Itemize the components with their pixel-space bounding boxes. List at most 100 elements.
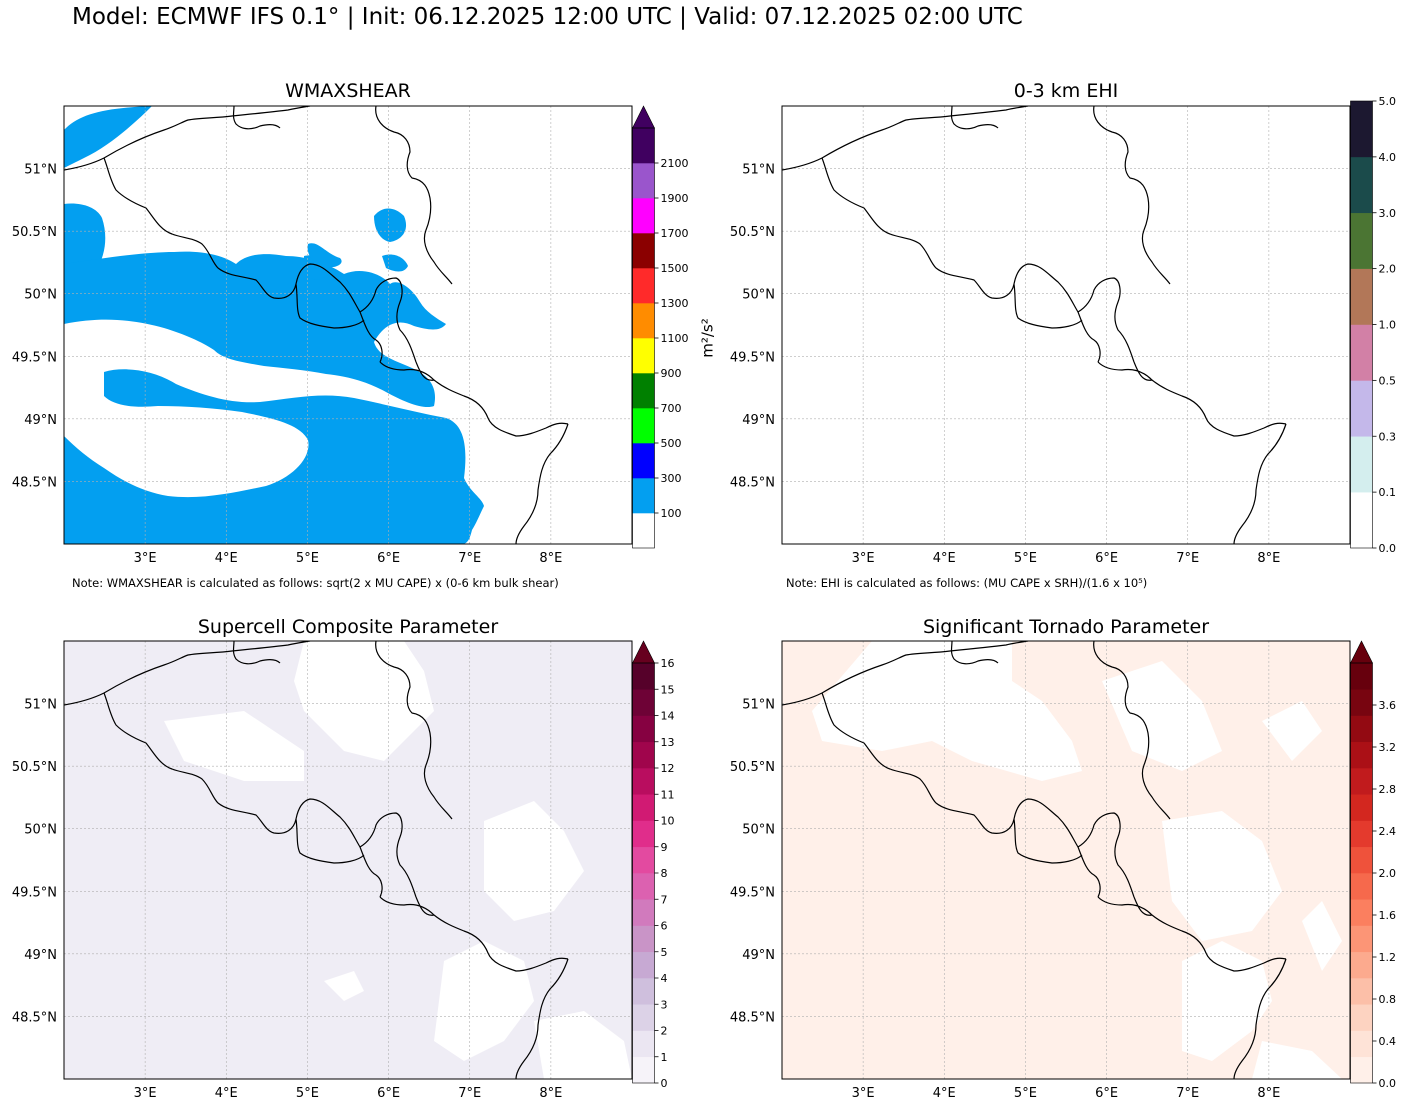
colorbar-segment — [632, 338, 655, 374]
colorbar-segment — [1350, 101, 1373, 158]
colorbar-segment — [1350, 925, 1373, 953]
colorbar-segment — [1350, 156, 1373, 214]
border-france-germany — [515, 958, 569, 1079]
lon-tick-label: 8°E — [1257, 551, 1280, 566]
figure-title: Model: ECMWF IFS 0.1° | Init: 06.12.2025… — [72, 4, 1023, 30]
lon-tick-label: 4°E — [215, 551, 238, 566]
colorbar-tick-label: 2.0 — [1379, 867, 1397, 880]
colorbar-tick-label: 4.0 — [1379, 151, 1397, 164]
colorbar-segment — [1350, 1056, 1373, 1084]
colorbar-segment — [1350, 715, 1373, 743]
colorbar: 0.0 0.1 0.3 0.5 1.0 2.0 3.0 4.0 5.0 — [1350, 95, 1397, 555]
colorbar-tick-label: 900 — [661, 367, 682, 380]
colorbar-segment — [1350, 1004, 1373, 1031]
colorbar-segment — [632, 128, 655, 164]
colorbar-segment — [632, 268, 655, 304]
lon-tick-label: 4°E — [215, 1086, 238, 1101]
lon-tick-label: 4°E — [933, 1086, 956, 1101]
map-overlay — [782, 641, 1350, 1079]
border-belgium — [103, 106, 453, 363]
lon-tick-label: 5°E — [1014, 551, 1037, 566]
colorbar-tick-label: 500 — [661, 437, 682, 450]
lon-tick-label: 6°E — [1095, 551, 1118, 566]
colorbar-tick-label: 1 — [661, 1051, 668, 1064]
colorbar-tick-label: 0.0 — [1379, 542, 1397, 555]
colorbar-tick-label: 1700 — [661, 227, 689, 240]
colorbar-segment — [632, 478, 655, 514]
map-frame — [63, 105, 633, 545]
colorbar-tick-label: 700 — [661, 402, 682, 415]
lat-tick-label: 49.5°N — [730, 885, 775, 900]
lat-tick-label: 48.5°N — [12, 475, 57, 490]
map-overlay — [64, 641, 632, 1079]
colorbar-tick-label: 0.1 — [1379, 486, 1397, 499]
panel-title-wmaxshear: WMAXSHEAR — [285, 80, 411, 102]
colorbar-segment — [632, 689, 655, 716]
colorbar-tick-label: 3.0 — [1379, 207, 1397, 220]
colorbar-label: m²/s² — [699, 318, 717, 358]
colorbar-tick-label: 14 — [661, 710, 675, 723]
lon-tick-label: 8°E — [539, 1086, 562, 1101]
colorbar-segment — [632, 303, 655, 339]
map-overlay — [64, 106, 632, 544]
lat-tick-label: 48.5°N — [730, 475, 775, 490]
colorbar-tick-label: 1300 — [661, 297, 689, 310]
border-france-germany — [1233, 958, 1287, 1079]
border-luxembourg-germany — [950, 106, 1287, 437]
colorbar-segment — [1350, 492, 1373, 549]
lat-tick-label: 51°N — [742, 698, 775, 713]
border-france-germany — [1233, 423, 1287, 544]
colorbar-tick-label: 2.8 — [1379, 783, 1397, 796]
colorbar-tick-label: 1900 — [661, 192, 689, 205]
lat-tick-label: 50°N — [742, 288, 775, 303]
lon-tick-label: 7°E — [1176, 551, 1199, 566]
colorbar-segment — [632, 899, 655, 926]
lat-tick-label: 48.5°N — [730, 1010, 775, 1025]
lat-tick-label: 50.5°N — [12, 760, 57, 775]
lat-tick-label: 49°N — [742, 413, 775, 428]
colorbar-tick-label: 3.2 — [1379, 741, 1397, 754]
lon-tick-label: 3°E — [134, 551, 157, 566]
colorbar-tick-label: 13 — [661, 736, 675, 749]
lat-tick-label: 50°N — [24, 823, 57, 838]
colorbar-tick-label: 0.5 — [1379, 374, 1397, 387]
colorbar-segment — [632, 663, 655, 690]
colorbar-tick-label: 0.8 — [1379, 993, 1397, 1006]
colorbar-segment — [1350, 846, 1373, 874]
lon-tick-label: 3°E — [134, 1086, 157, 1101]
colorbar-tick-label: 0 — [661, 1077, 668, 1090]
border-belgium — [103, 641, 453, 898]
panel-title-stp: Significant Tornado Parameter — [922, 616, 1210, 638]
colorbar: 0.0 0.4 0.8 1.2 1.6 2.0 2.4 2.8 3.2 3.6 — [1350, 640, 1397, 1090]
colorbar-segment — [1350, 951, 1373, 979]
lon-tick-label: 5°E — [1014, 1086, 1037, 1101]
lon-tick-label: 8°E — [1257, 1086, 1280, 1101]
colorbar-tick-label: 2 — [661, 1025, 668, 1038]
map-frame — [781, 105, 1351, 545]
colorbar-segment — [1350, 741, 1373, 769]
colorbar-tick-label: 5 — [661, 946, 668, 959]
lat-tick-label: 50.5°N — [12, 225, 57, 240]
colorbar-tick-label: 100 — [661, 507, 682, 520]
colorbar-segment — [632, 1056, 655, 1084]
colorbar-tick-label: 11 — [661, 788, 675, 801]
map-panel-stp: 3°E 4°E 5°E 6°E 7°E 8°E 51°N 50.5°N 50°N 49.5°N 49… — [730, 640, 1397, 1101]
lat-tick-label: 49°N — [24, 413, 57, 428]
colorbar-segment — [632, 198, 655, 234]
lat-tick-label: 50°N — [742, 823, 775, 838]
colorbar-tick-label: 1.2 — [1379, 951, 1397, 964]
colorbar-segment — [1350, 794, 1373, 821]
colorbar-segment — [632, 820, 655, 848]
colorbar-tick-label: 0.4 — [1379, 1035, 1397, 1048]
lon-tick-label: 6°E — [377, 1086, 400, 1101]
colorbar-segment — [632, 873, 655, 900]
colorbar-tick-label: 1.6 — [1379, 909, 1397, 922]
lat-tick-label: 50°N — [24, 288, 57, 303]
colorbar-extend-arrow — [632, 640, 655, 664]
colorbar-segment — [1350, 899, 1373, 926]
border-luxembourg-germany — [232, 641, 569, 972]
colorbar-tick-label: 16 — [661, 657, 675, 670]
colorbar-segment — [632, 443, 655, 479]
colorbar-tick-label: 2100 — [661, 157, 689, 170]
